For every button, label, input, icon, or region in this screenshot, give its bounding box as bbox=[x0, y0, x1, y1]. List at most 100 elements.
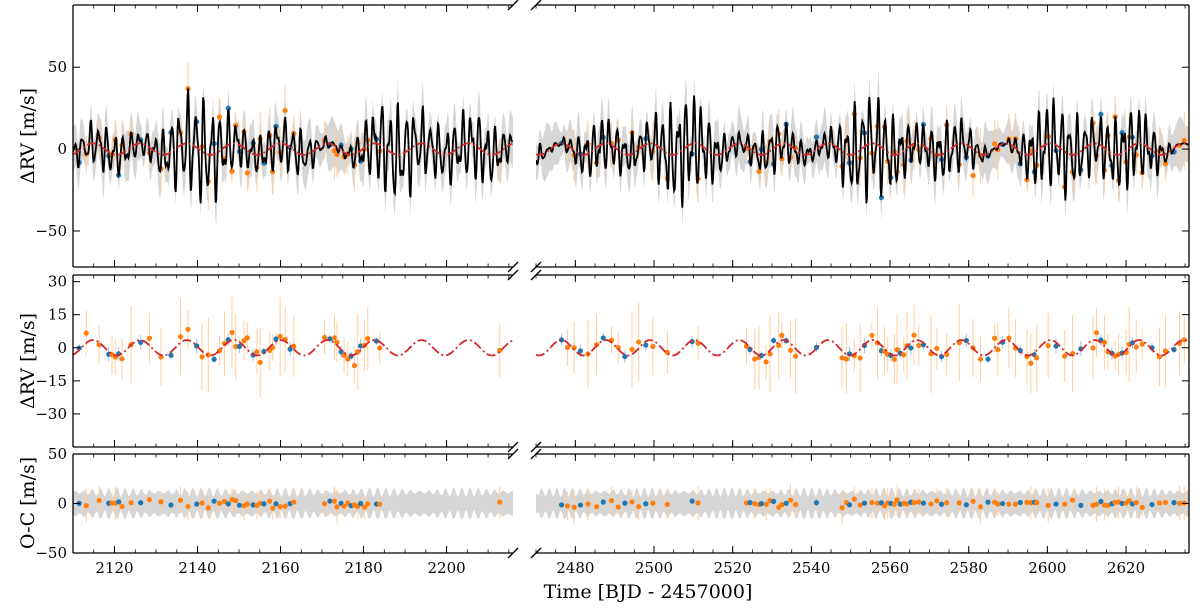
data-point-orange bbox=[650, 343, 656, 349]
x-axis-label: Time [BJD - 2457000] bbox=[544, 581, 753, 603]
x-tick-label: 2620 bbox=[1107, 559, 1145, 577]
data-point-orange bbox=[911, 332, 917, 338]
data-point-blue bbox=[783, 500, 789, 506]
data-point-orange bbox=[904, 501, 910, 507]
uncertainty-band-left bbox=[73, 67, 513, 228]
data-point-orange bbox=[776, 342, 782, 349]
data-point-orange bbox=[377, 345, 383, 351]
x-tick-label: 2180 bbox=[344, 559, 382, 577]
data-point-blue bbox=[1171, 500, 1177, 506]
data-point-orange bbox=[96, 342, 102, 348]
data-point-blue bbox=[236, 343, 243, 349]
data-point-blue bbox=[1098, 111, 1104, 117]
data-point-orange bbox=[497, 499, 503, 505]
data-point-blue bbox=[194, 501, 200, 507]
data-point-orange bbox=[1062, 501, 1068, 507]
data-point-blue bbox=[920, 500, 927, 506]
data-point-blue bbox=[747, 500, 753, 506]
data-point-orange bbox=[334, 339, 340, 346]
data-point-orange bbox=[763, 359, 769, 365]
data-point-orange bbox=[377, 501, 383, 507]
data-point-orange bbox=[894, 347, 900, 353]
data-point-orange bbox=[752, 501, 758, 507]
data-point-orange bbox=[874, 500, 881, 506]
data-point-blue bbox=[938, 501, 945, 507]
data-points-right bbox=[558, 484, 1187, 525]
data-point-orange bbox=[1139, 504, 1145, 511]
data-point-orange bbox=[636, 339, 642, 345]
model-line-left bbox=[73, 88, 513, 204]
data-point-orange bbox=[199, 500, 205, 506]
data-point-orange bbox=[934, 345, 940, 352]
data-point-orange bbox=[1105, 502, 1111, 508]
y-tick-label: 50 bbox=[48, 58, 67, 76]
data-point-orange bbox=[83, 503, 89, 509]
data-point-orange bbox=[282, 107, 288, 114]
data-point-orange bbox=[793, 501, 799, 508]
data-point-orange bbox=[752, 356, 758, 362]
data-point-orange bbox=[857, 355, 863, 361]
plot-area-left bbox=[73, 61, 513, 228]
x-tick-label: 2200 bbox=[427, 559, 465, 577]
data-point-blue bbox=[985, 356, 991, 362]
data-point-orange bbox=[229, 168, 235, 174]
x-tick-label: 2140 bbox=[178, 559, 216, 577]
data-point-orange bbox=[970, 498, 976, 504]
data-point-orange bbox=[199, 354, 205, 360]
data-points-right bbox=[558, 302, 1187, 395]
data-point-blue bbox=[878, 194, 884, 201]
data-point-orange bbox=[233, 343, 239, 350]
data-point-orange bbox=[843, 356, 849, 362]
data-point-orange bbox=[615, 344, 621, 351]
data-point-orange bbox=[1181, 137, 1187, 144]
data-point-blue bbox=[908, 345, 914, 351]
axis-break-mark bbox=[507, 547, 519, 559]
y-tick-label: 0 bbox=[57, 339, 67, 357]
data-point-blue bbox=[643, 342, 649, 348]
x-tick-label: 2160 bbox=[261, 559, 299, 577]
data-point-orange bbox=[277, 504, 283, 510]
data-point-orange bbox=[793, 353, 799, 359]
data-point-orange bbox=[146, 497, 152, 503]
data-point-orange bbox=[331, 335, 338, 341]
data-point-blue bbox=[211, 498, 217, 504]
data-point-orange bbox=[1133, 344, 1139, 350]
x-tick-label: 2480 bbox=[556, 559, 594, 577]
data-point-blue bbox=[643, 501, 649, 507]
planet-signal-right bbox=[536, 142, 1189, 156]
y-tick-label: −50 bbox=[35, 222, 67, 240]
data-point-blue bbox=[622, 353, 628, 360]
data-point-orange bbox=[992, 141, 998, 147]
data-point-blue bbox=[261, 501, 267, 507]
data-point-blue bbox=[770, 498, 777, 504]
data-point-blue bbox=[1078, 502, 1084, 509]
y-tick-label: −30 bbox=[35, 405, 67, 423]
data-point-orange bbox=[365, 336, 371, 342]
data-point-orange bbox=[341, 503, 347, 509]
axis-break-mark bbox=[507, 448, 519, 460]
data-point-orange bbox=[1034, 500, 1040, 506]
y-tick-label: 0 bbox=[57, 495, 67, 513]
data-point-blue bbox=[1119, 500, 1125, 507]
data-point-orange bbox=[244, 335, 250, 341]
data-point-blue bbox=[813, 500, 820, 506]
data-point-orange bbox=[1133, 499, 1139, 506]
axis-break-mark bbox=[507, 269, 519, 281]
data-point-orange bbox=[934, 498, 940, 504]
data-point-orange bbox=[365, 501, 371, 507]
data-point-orange bbox=[779, 332, 785, 338]
data-point-blue bbox=[558, 502, 565, 508]
data-point-orange bbox=[1139, 341, 1145, 347]
data-point-orange bbox=[158, 499, 164, 505]
data-point-orange bbox=[277, 333, 283, 339]
data-point-blue bbox=[1149, 501, 1155, 508]
data-point-blue bbox=[999, 500, 1006, 507]
data-point-orange bbox=[291, 343, 297, 349]
data-point-orange bbox=[257, 359, 263, 365]
data-point-blue bbox=[689, 498, 695, 504]
data-point-blue bbox=[813, 134, 820, 140]
data-point-blue bbox=[577, 502, 584, 508]
data-point-blue bbox=[373, 338, 380, 344]
data-point-blue bbox=[577, 348, 584, 354]
